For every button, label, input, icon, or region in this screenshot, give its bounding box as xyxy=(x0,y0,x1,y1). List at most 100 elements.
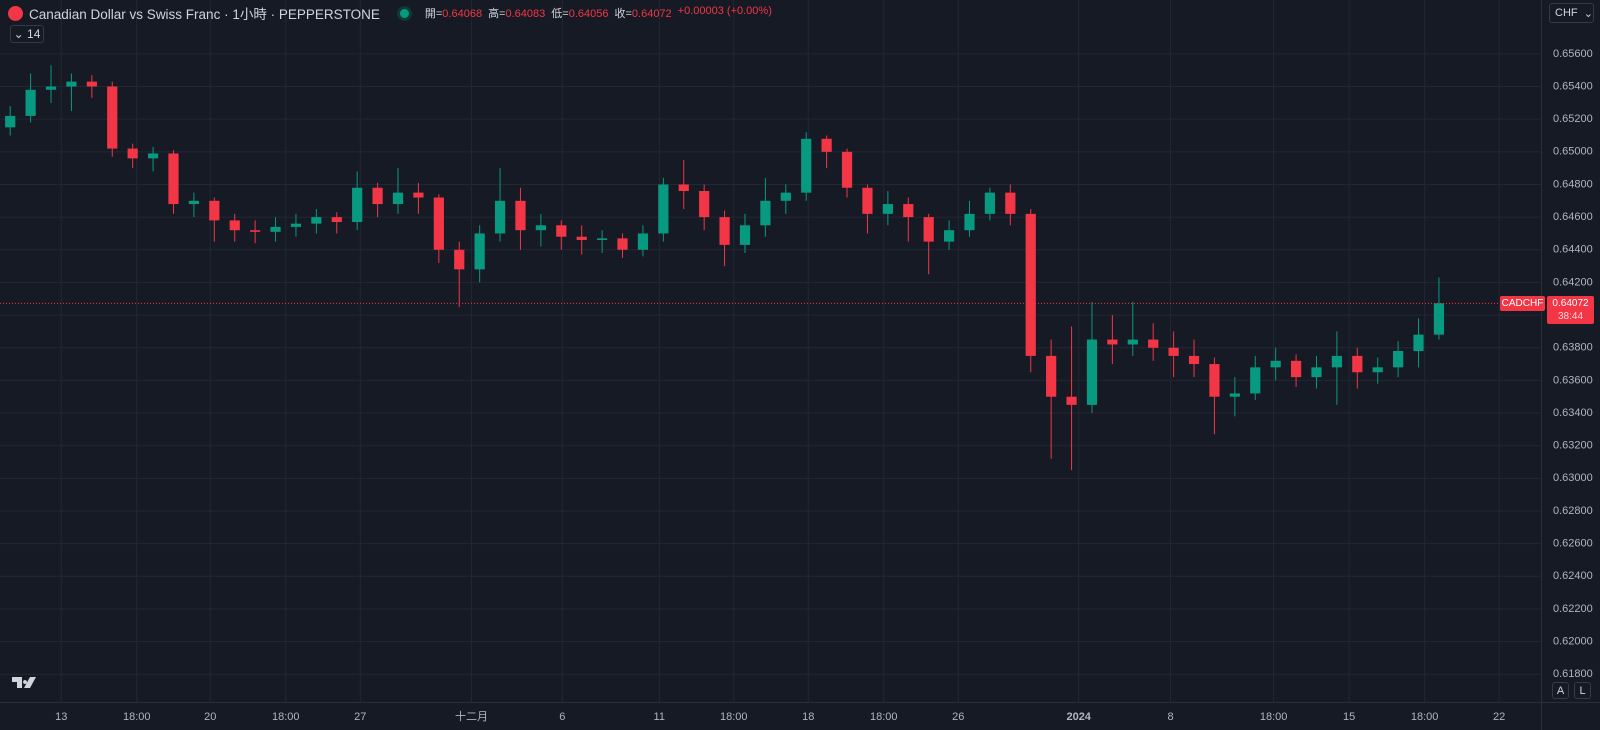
candle-body xyxy=(474,233,485,270)
candle-body xyxy=(494,200,506,234)
symbol-tag: CADCHF xyxy=(1500,296,1545,311)
y-tick-label: 0.64600 xyxy=(1553,211,1593,223)
candle-body xyxy=(1311,367,1322,378)
y-tick-label: 0.62200 xyxy=(1553,603,1593,615)
candle-body xyxy=(5,115,16,128)
candle-body xyxy=(1413,334,1424,351)
candle-body xyxy=(760,200,771,226)
candle-body xyxy=(1433,303,1445,335)
market-status xyxy=(399,8,409,18)
candle-body xyxy=(127,148,138,159)
candle-body xyxy=(984,192,996,214)
candle-body xyxy=(311,217,322,224)
indicators-toggle[interactable]: ⌄ 14 xyxy=(10,25,44,43)
ohlc-item: 低=0.64056 xyxy=(551,5,608,21)
currency: CHF xyxy=(1555,7,1578,19)
candle-body xyxy=(862,187,873,214)
y-tick-label: 0.63200 xyxy=(1553,440,1593,452)
x-tick-label: 18:00 xyxy=(272,711,300,723)
candle-body xyxy=(1066,396,1077,405)
currency-select[interactable]: CHF ⌄ xyxy=(1549,3,1594,23)
ohlc-value: 0.64068 xyxy=(442,8,483,20)
x-tick-label: 20 xyxy=(204,711,216,723)
candle-body xyxy=(535,225,546,231)
ohlc-value: 0.64056 xyxy=(568,8,609,20)
candle-body xyxy=(617,238,628,250)
ohlc-legend: 開=0.64068 高=0.64083 低=0.64056 收=0.64072 +0.0… xyxy=(425,5,772,21)
candle-body xyxy=(1107,339,1118,345)
x-tick-label: 6 xyxy=(559,711,565,723)
candle-body xyxy=(719,217,730,245)
candle-body xyxy=(1025,213,1036,356)
ohlc-change: +0.00003 (+0.00%) xyxy=(677,5,772,17)
tv-logo-shape xyxy=(12,677,36,688)
ohlc-key: 收= xyxy=(614,8,632,20)
candle-body xyxy=(903,204,914,218)
tv-logo xyxy=(12,677,36,688)
candle-body xyxy=(331,217,342,223)
candle-body xyxy=(1209,364,1220,397)
x-tick-label: 18:00 xyxy=(1260,711,1288,723)
x-tick-label: 18:00 xyxy=(720,711,748,723)
candle-body xyxy=(229,220,240,231)
ohlc-item: 收=0.64072 xyxy=(614,5,671,21)
log-scale-button[interactable]: L xyxy=(1574,682,1591,699)
candle-body xyxy=(678,184,689,192)
candle-body xyxy=(882,204,893,214)
x-tick-label: 18:00 xyxy=(870,711,898,723)
candle-body xyxy=(413,192,424,198)
candle-body xyxy=(964,213,975,231)
y-tick-label: 0.63400 xyxy=(1553,407,1593,419)
candle-body xyxy=(1188,355,1200,365)
y-tick-label: 0.63000 xyxy=(1553,472,1593,484)
candle-body xyxy=(841,151,853,188)
indicators-count: 14 xyxy=(27,27,41,41)
candle-body xyxy=(780,192,791,201)
ohlc-item: 開=0.64068 xyxy=(425,5,482,21)
ohlc-value: 0.64083 xyxy=(505,8,546,20)
candle-body xyxy=(576,236,587,240)
x-tick-label: 26 xyxy=(952,711,964,723)
candle-body xyxy=(1127,339,1138,345)
candle-body xyxy=(168,153,179,205)
candle-body xyxy=(1270,360,1281,368)
y-tick-label: 0.62800 xyxy=(1553,505,1593,517)
last-price-tag: 0.64072 38:44 xyxy=(1547,296,1594,325)
candle-body xyxy=(1229,393,1240,397)
candle-body xyxy=(943,230,955,242)
candle-body xyxy=(433,197,444,250)
y-tick-label: 0.62400 xyxy=(1553,570,1593,582)
x-tick-label: 8 xyxy=(1167,711,1173,723)
x-tick-label: 13 xyxy=(55,711,67,723)
ohlc-value: 0.64072 xyxy=(631,8,672,20)
candle-body xyxy=(658,184,669,234)
candle-body xyxy=(392,192,404,205)
x-tick-label: 2024 xyxy=(1066,711,1091,723)
candle-body xyxy=(1005,192,1016,214)
y-tick-label: 0.64200 xyxy=(1553,276,1593,288)
auto-scale-button[interactable]: A xyxy=(1552,682,1569,699)
chart-title: Canadian Dollar vs Swiss Franc · 1小時 · P… xyxy=(29,7,380,22)
candle-body xyxy=(556,225,567,237)
ohlc-key: 開= xyxy=(424,8,443,20)
candle-body xyxy=(1148,339,1159,348)
ohlc-key: 低= xyxy=(551,8,569,20)
logo xyxy=(8,5,23,21)
candle-body xyxy=(597,238,608,240)
x-tick-label: 11 xyxy=(654,711,665,723)
candle-body xyxy=(1331,355,1342,368)
y-tick-label: 0.64800 xyxy=(1553,178,1593,190)
y-tick-label: 0.65600 xyxy=(1553,48,1593,60)
x-tick-label: 18 xyxy=(802,711,814,723)
candle-body xyxy=(290,223,302,227)
candle-body xyxy=(250,230,261,232)
candle-body xyxy=(637,233,649,250)
candle-body xyxy=(352,187,363,223)
y-tick-label: 0.63600 xyxy=(1553,374,1593,386)
candle-body xyxy=(1372,367,1383,373)
candle-body xyxy=(147,153,159,159)
y-tick-label: 0.62600 xyxy=(1553,538,1593,550)
candle-body xyxy=(188,200,200,205)
candle-body xyxy=(699,191,710,218)
